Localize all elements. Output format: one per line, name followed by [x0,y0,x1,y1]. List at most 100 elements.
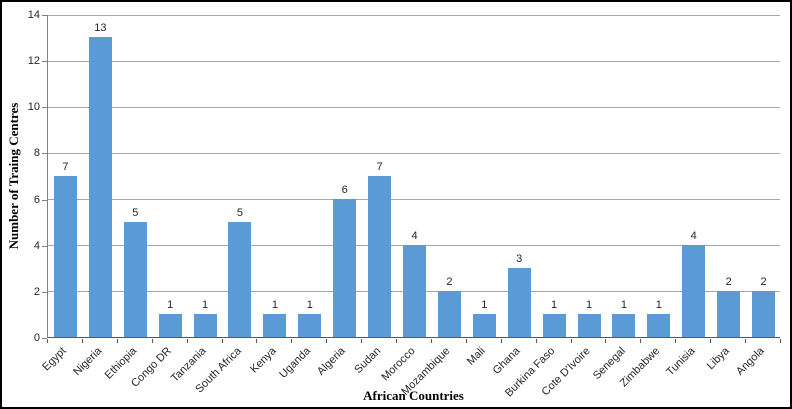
bar-value-label: 1 [306,298,313,311]
bar-value-label: 4 [690,229,697,242]
bar [437,290,461,337]
x-tick-mark [221,339,223,343]
x-tick-mark [81,339,83,343]
x-tick-mark [465,339,467,343]
y-tick-label: 6 [33,193,40,206]
x-tick-label: Tunisia [663,345,698,379]
x-tick-label: Egypt [40,345,69,374]
x-tick-mark [535,339,537,343]
bar-value-label: 7 [62,160,69,173]
gridline [48,60,780,62]
bar [472,313,496,337]
x-tick-mark [361,339,363,343]
bar [752,290,776,337]
bar [403,244,426,337]
gridline [48,152,780,154]
bar [263,313,287,337]
y-tick-mark [42,291,47,293]
bar-value-label: 5 [236,206,244,219]
x-tick-label: Libya [705,345,733,373]
x-tick-mark [186,339,188,343]
x-tick-mark [326,339,328,343]
y-tick-label: 12 [27,55,40,68]
bar-value-label: 1 [551,298,558,311]
x-tick-mark [116,339,118,343]
bar [158,313,182,337]
x-tick-mark [780,339,781,343]
bar-value-label: 3 [516,252,523,265]
plot-area: 7 13 5 1 1 5 1 1 6 7 4 2 1 3 1 1 1 1 4 2 2 [47,14,780,338]
bar-value-label: 1 [655,298,662,311]
bar-value-label: 4 [411,229,418,242]
x-tick-mark [500,339,502,343]
x-tick-label: Angola [734,345,768,378]
y-tick-mark [42,61,47,63]
x-tick-mark [745,339,747,343]
bar-value-label: 13 [94,22,107,35]
bar-value-label: 1 [620,298,627,311]
bar [298,313,322,337]
bar-value-label: 2 [760,275,767,288]
y-tick-mark [42,15,47,16]
bar [542,313,566,337]
x-axis-title: African Countries [363,388,464,403]
bar-value-label: 1 [202,298,209,311]
gridline [48,14,780,16]
bar [368,175,392,337]
y-tick-label: 8 [33,147,40,160]
x-tick-mark [291,339,293,343]
bar [717,290,741,337]
y-tick-mark [42,245,47,247]
x-tick-mark [710,339,712,343]
bar-value-label: 1 [271,298,278,311]
x-tick-mark [396,339,398,343]
x-tick-label: Ghana [490,345,523,377]
bar [53,175,77,337]
y-tick-label: 4 [33,239,40,252]
x-tick-label: Kenya [247,345,279,376]
x-tick-mark [570,339,572,343]
bar-value-label: 1 [167,298,174,311]
x-tick-mark [151,339,153,343]
y-tick-mark [42,107,47,109]
bar [647,313,671,337]
bar [193,313,217,337]
y-tick-label: 0 [33,332,40,344]
bar-value-label: 7 [376,160,383,173]
y-tick-mark [42,199,47,201]
bar [507,267,531,337]
bar [333,198,357,337]
x-tick-label: Nigeria [70,345,104,379]
bar-value-label: 1 [481,298,488,311]
bar-value-label: 2 [446,275,453,288]
gridline [48,106,780,108]
y-tick-mark [42,153,47,155]
bar [228,221,252,337]
bar [577,313,601,337]
bar-value-label: 2 [725,275,732,288]
x-tick-mark [675,339,677,343]
bar-value-label: 6 [341,183,348,196]
bar [123,221,147,337]
y-tick-label: 2 [33,285,40,298]
bar [88,37,112,337]
gridline [48,199,780,201]
bar-value-label: 5 [132,206,139,219]
x-tick-label: Mali [465,345,488,368]
bar [682,244,706,337]
x-tick-mark [256,339,258,343]
x-tick-mark [640,339,642,343]
y-tick-label: 14 [27,9,40,21]
y-tick-label: 10 [27,101,40,114]
x-tick-mark [430,339,432,343]
y-tick-mark [42,338,47,339]
x-tick-label: Algeria [315,345,349,378]
x-tick-mark [47,339,48,343]
bar-value-label: 1 [585,298,593,311]
x-tick-label: Uganda [277,345,314,381]
bar [612,313,636,337]
x-tick-mark [605,339,607,343]
x-tick-label: Sudan [352,345,384,376]
y-axis-title: Number of Traing Centres [6,102,21,250]
